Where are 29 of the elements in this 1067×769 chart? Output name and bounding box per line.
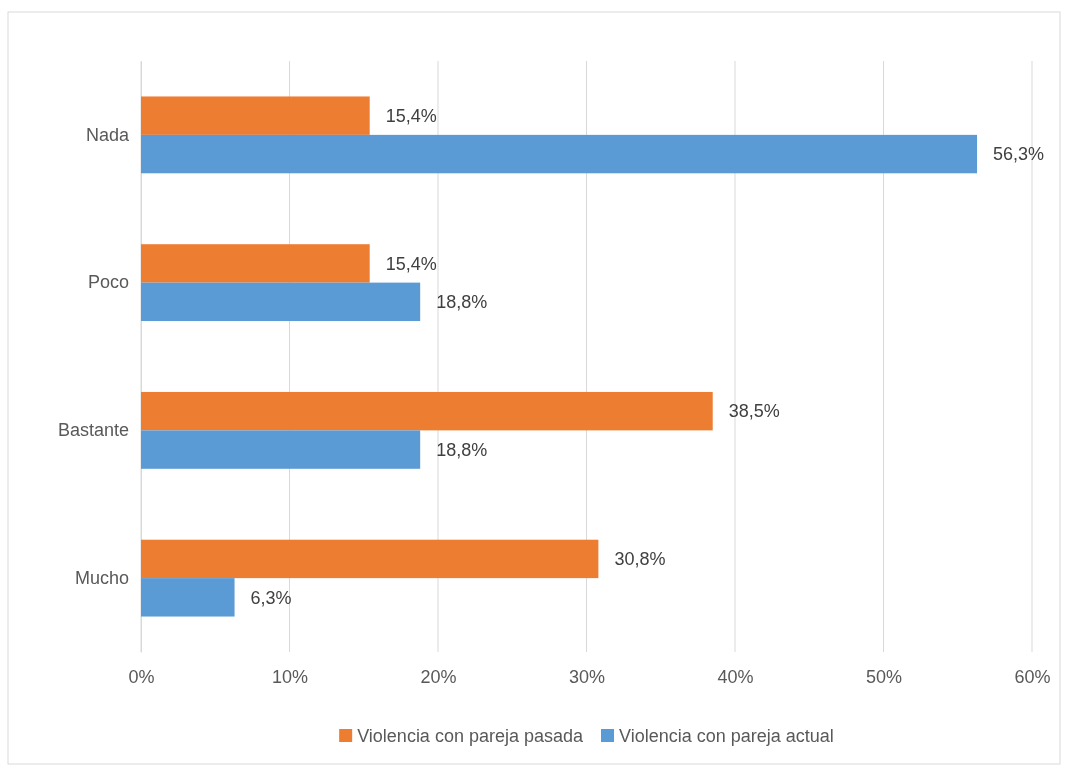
data-label: 6,3% bbox=[250, 587, 292, 608]
bar bbox=[141, 391, 713, 431]
y-tick-label: Mucho bbox=[74, 567, 129, 588]
x-tick-label: 20% bbox=[420, 666, 457, 687]
bar bbox=[141, 96, 370, 135]
legend-label: Violencia con pareja pasada bbox=[357, 726, 584, 747]
bar bbox=[141, 539, 599, 579]
data-label: 15,4% bbox=[385, 253, 437, 274]
bar bbox=[141, 134, 978, 174]
y-tick-label: Nada bbox=[85, 124, 130, 145]
data-label: 56,3% bbox=[993, 144, 1045, 165]
bar bbox=[141, 282, 421, 322]
y-tick-label: Bastante bbox=[57, 420, 129, 441]
data-label: 15,4% bbox=[385, 105, 437, 126]
data-label: 18,8% bbox=[436, 292, 488, 313]
x-tick-label: 60% bbox=[1014, 666, 1051, 687]
x-tick-label: 0% bbox=[128, 666, 155, 687]
y-tick-label: Poco bbox=[87, 272, 129, 293]
x-tick-label: 30% bbox=[568, 666, 606, 687]
x-tick-label: 40% bbox=[717, 666, 754, 687]
data-label: 18,8% bbox=[436, 439, 488, 460]
x-tick-label: 50% bbox=[865, 666, 903, 687]
data-label: 38,5% bbox=[728, 401, 780, 422]
data-label: 30,8% bbox=[614, 549, 666, 570]
bar bbox=[141, 244, 370, 283]
x-tick-label: 10% bbox=[271, 666, 309, 687]
bar bbox=[141, 578, 235, 617]
bar bbox=[141, 430, 421, 469]
legend-label: Violencia con pareja actual bbox=[619, 726, 834, 747]
